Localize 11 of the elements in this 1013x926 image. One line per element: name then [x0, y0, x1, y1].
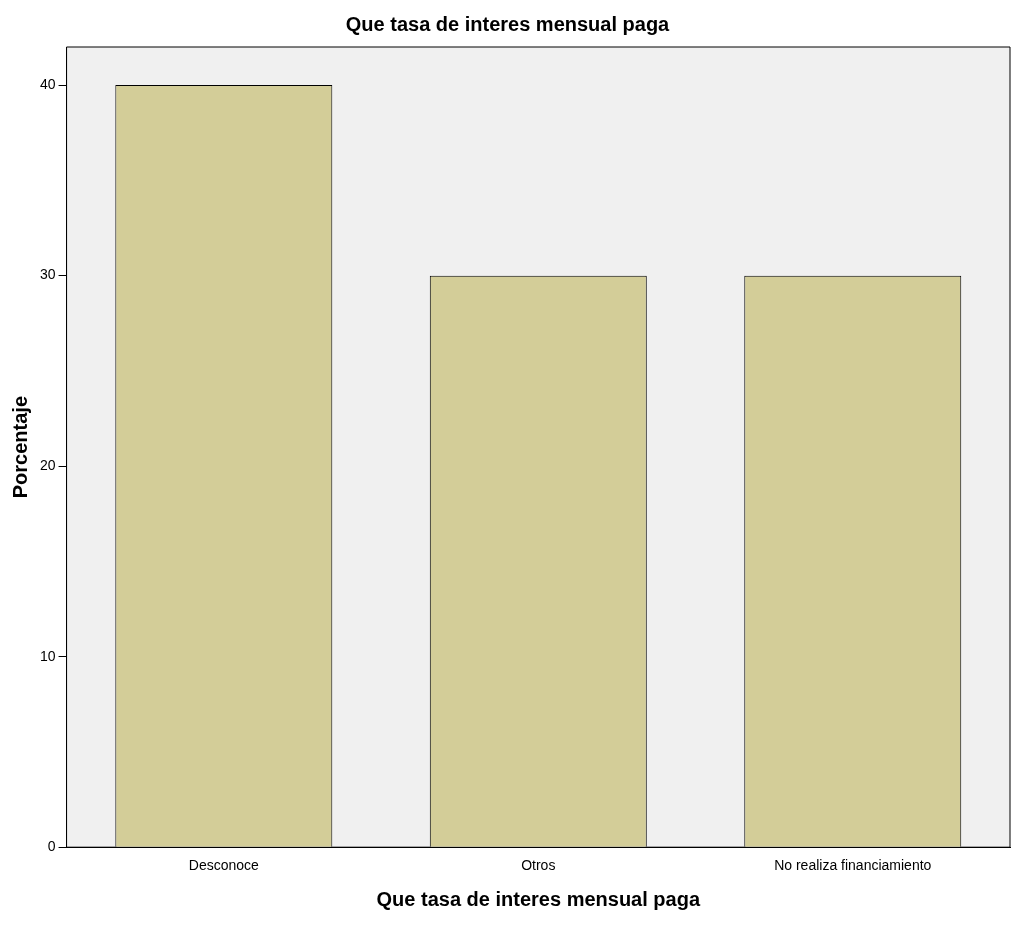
y-tick-label: 20 — [39, 457, 56, 474]
y-tick-label: 40 — [39, 75, 56, 92]
y-axis-title: Porcentaje — [8, 395, 31, 499]
y-tick-label: 0 — [47, 838, 56, 855]
y-tick-label: 30 — [39, 266, 56, 283]
chart-title: Que tasa de interes mensual paga — [345, 12, 671, 35]
x-tick-label: Otros — [521, 857, 556, 874]
x-tick-label: No realiza financiamiento — [774, 857, 932, 874]
y-tick-label: 10 — [39, 647, 56, 664]
x-axis-title: Que tasa de interes mensual paga — [376, 887, 701, 910]
x-tick-label: Desconoce — [188, 857, 260, 874]
